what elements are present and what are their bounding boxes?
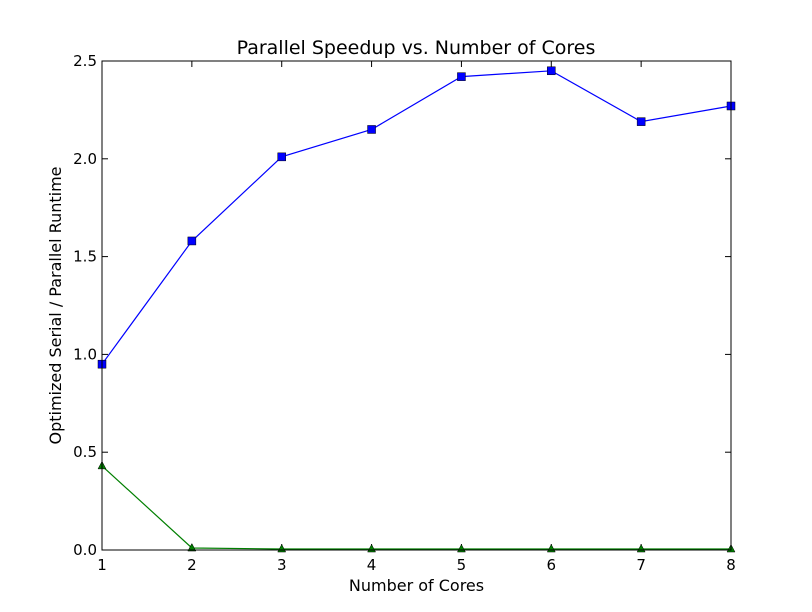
data-point: [367, 125, 376, 134]
y-axis-label: Optimized Serial / Parallel Runtime: [46, 166, 65, 444]
x-tick-label: 5: [457, 556, 467, 574]
x-tick-label: 3: [277, 556, 287, 574]
y-tick-label: 0.0: [73, 541, 97, 559]
y-tick-label: 1.0: [73, 345, 97, 363]
chart-title: Parallel Speedup vs. Number of Cores: [237, 37, 596, 59]
data-point: [547, 66, 556, 76]
x-tick-label: 8: [726, 556, 736, 574]
data-point: [187, 543, 197, 552]
x-tick-label: 6: [547, 556, 557, 574]
series-line: [101, 70, 732, 365]
data-point: [277, 152, 286, 162]
data-point: [457, 72, 466, 81]
data-point: [187, 236, 197, 246]
y-tick-label: 1.5: [73, 248, 97, 266]
x-axis-label: Number of Cores: [349, 576, 484, 595]
series-line: [101, 465, 731, 550]
y-tick-label: 0.5: [73, 443, 97, 461]
x-tick-label: 1: [97, 556, 107, 574]
x-tick-label: 2: [187, 556, 197, 574]
y-tick-label: 2.0: [73, 150, 97, 168]
data-point: [636, 117, 646, 126]
plot-frame: [101, 60, 732, 551]
x-tick-label: 7: [636, 556, 646, 574]
x-tick-label: 4: [367, 556, 377, 574]
y-tick-label: 2.5: [73, 52, 97, 70]
